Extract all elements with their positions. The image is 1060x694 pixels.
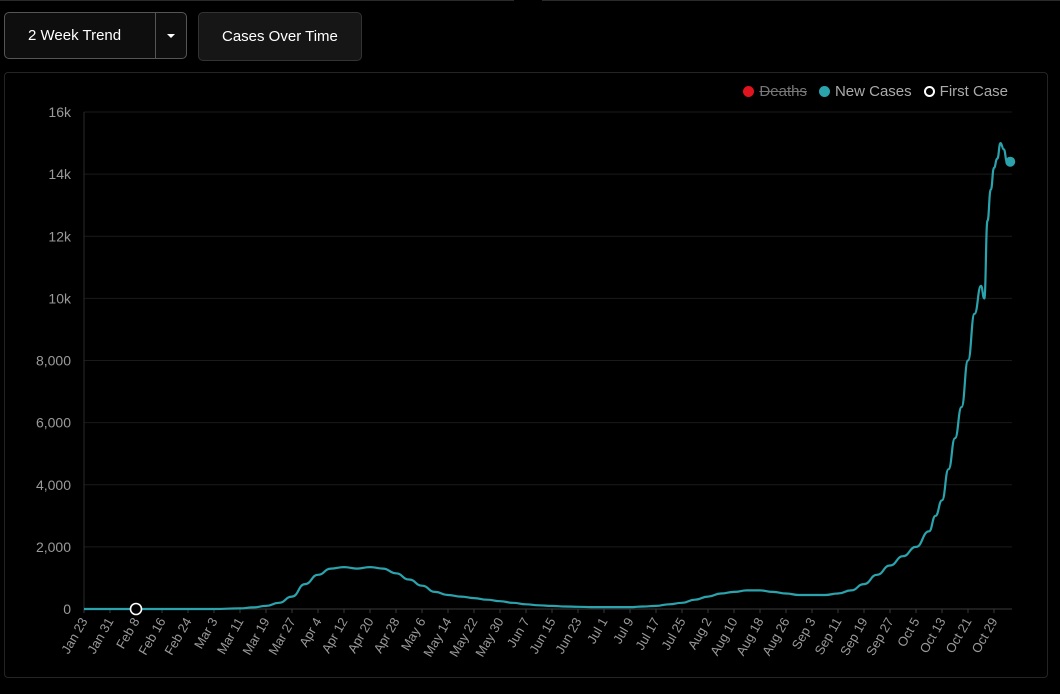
dropdown-caret-button[interactable] [155, 13, 186, 58]
grid-lines [83, 111, 1012, 610]
legend-dot-new-cases [818, 86, 830, 97]
x-tick-label: Jul 25 [658, 615, 688, 653]
legend-item-deaths[interactable]: Deaths [743, 83, 807, 100]
y-tick-label: 10k [48, 290, 72, 306]
legend-label-new-cases: New Cases [834, 83, 912, 100]
x-tick-label: Jul 17 [632, 615, 662, 653]
new-cases-line [83, 142, 1011, 611]
y-axis: 0 2,000 4,000 6,000 8,000 10k 12k 14k 16k [36, 104, 72, 617]
legend-item-new-cases[interactable]: New Cases [818, 83, 912, 100]
chart-legend: Deaths New Cases First Case [743, 83, 1008, 100]
y-tick-label: 12k [48, 228, 72, 244]
y-tick-label: 16k [48, 104, 72, 120]
toolbar: 2 Week Trend Cases Over Time [4, 12, 362, 61]
x-tick-label: Apr 28 [370, 615, 402, 656]
series-layer [83, 142, 1016, 616]
first-case-marker [129, 602, 143, 616]
latest-value-marker [1005, 156, 1016, 167]
y-tick-label: 8,000 [36, 353, 71, 369]
x-tick-label: Jun 23 [552, 615, 585, 656]
x-tick-label: Jul 1 [584, 615, 611, 646]
legend-label-first-case: First Case [939, 83, 1008, 100]
top-divider-right [542, 0, 1060, 1]
legend-item-first-case[interactable]: First Case [923, 83, 1008, 100]
y-tick-label: 4,000 [36, 477, 71, 493]
legend-label-deaths: Deaths [759, 83, 807, 100]
y-tick-label: 6,000 [36, 415, 71, 431]
caret-down-icon [167, 33, 175, 38]
cases-over-time-button[interactable]: Cases Over Time [198, 12, 362, 61]
y-tick-label: 2,000 [36, 539, 71, 555]
legend-ring-first-case [923, 86, 935, 97]
legend-dot-deaths [743, 86, 755, 97]
x-tick-label: Jan 31 [84, 615, 117, 656]
y-tick-label: 14k [48, 166, 72, 182]
top-divider-left [0, 0, 514, 1]
trend-dropdown[interactable]: 2 Week Trend [4, 12, 187, 59]
x-tick-label: Jul 9 [610, 615, 637, 646]
trend-dropdown-label[interactable]: 2 Week Trend [28, 27, 122, 44]
y-tick-label: 0 [63, 601, 71, 617]
x-tick-label: Oct 29 [968, 615, 1000, 656]
